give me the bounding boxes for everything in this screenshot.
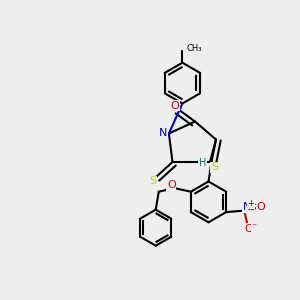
Text: N: N — [242, 202, 251, 212]
Text: O: O — [256, 202, 265, 212]
Text: O: O — [244, 224, 253, 234]
Text: H: H — [199, 158, 206, 169]
Text: S: S — [211, 162, 218, 172]
Text: S: S — [149, 176, 156, 187]
Text: +: + — [247, 200, 254, 208]
Text: O: O — [170, 101, 179, 111]
Text: ⁻: ⁻ — [251, 223, 256, 233]
Text: CH₃: CH₃ — [187, 44, 203, 53]
Text: N: N — [159, 128, 168, 139]
Text: O: O — [167, 180, 176, 190]
